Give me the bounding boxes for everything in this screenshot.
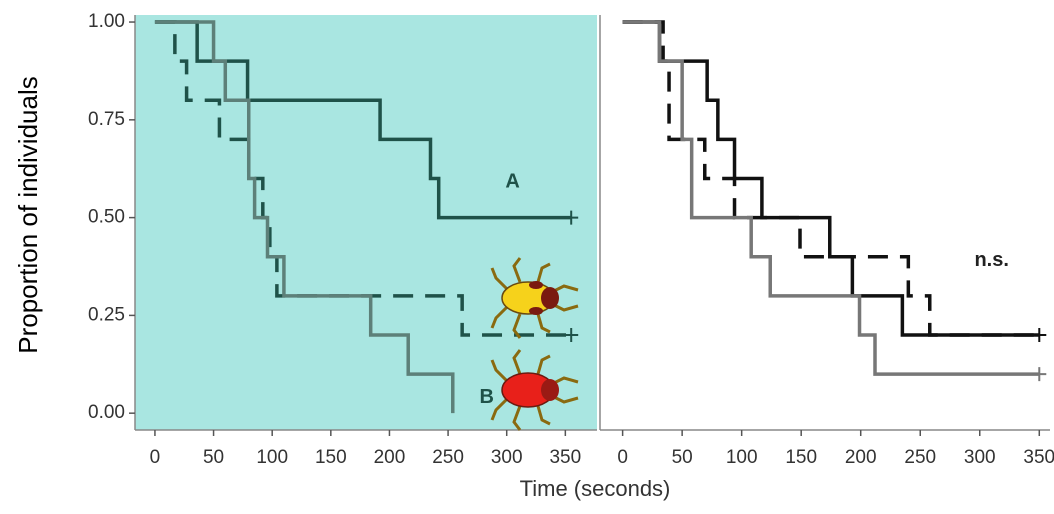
panel: 0.00 0.25 0.50 0.75 1.00 0 50 100 150 200 250 300 35… [88,11,597,468]
x-tick-label: 0 [150,447,161,468]
y-tick-label: 0.50 [88,207,125,228]
panel: 0 50 100 150 200 250 300 350 n.s. [599,15,1054,468]
plot-background [600,15,1050,430]
x-tick-label: 150 [785,447,817,468]
survival-line [154,20,572,220]
x-tick-label: 100 [726,447,758,468]
censor-mark [564,210,579,225]
survival-line [154,20,455,414]
y-tick-label: 1.00 [88,11,125,32]
censor-mark [564,327,579,342]
x-tick-label: 50 [203,447,224,468]
x-tick-label: 350 [1023,447,1054,468]
plot-background [135,15,597,430]
x-tick-label: 250 [904,447,936,468]
annotation: n.s. [974,249,1008,271]
x-tick-label: 150 [315,447,347,468]
x-tick-label: 200 [374,447,406,468]
y-tick-label: 0.25 [88,304,125,325]
x-tick-label: 50 [672,447,693,468]
x-axis-label: Time (seconds) [520,476,671,501]
annotation: B [480,386,494,408]
x-tick-label: 350 [549,447,581,468]
backgrounds [135,15,1050,430]
y-axis-label: Proportion of individuals [13,76,43,354]
y-tick-label: 0.00 [88,402,125,423]
survival-line [622,20,1040,376]
x-tick-label: 0 [617,447,628,468]
x-tick-label: 300 [964,447,996,468]
yellow-beetle-icon [490,257,579,339]
x-tick-label: 300 [491,447,523,468]
y-tick-label: 0.75 [88,109,125,130]
censor-mark [1032,327,1047,342]
red-beetle-icon [490,349,579,431]
x-tick-label: 100 [256,447,288,468]
annotation: A [505,171,519,193]
x-tick-label: 250 [432,447,464,468]
plots: 0.00 0.25 0.50 0.75 1.00 0 50 100 150 200 250 300 35… [88,11,1054,468]
censor-mark [1032,367,1047,382]
x-tick-label: 200 [845,447,877,468]
